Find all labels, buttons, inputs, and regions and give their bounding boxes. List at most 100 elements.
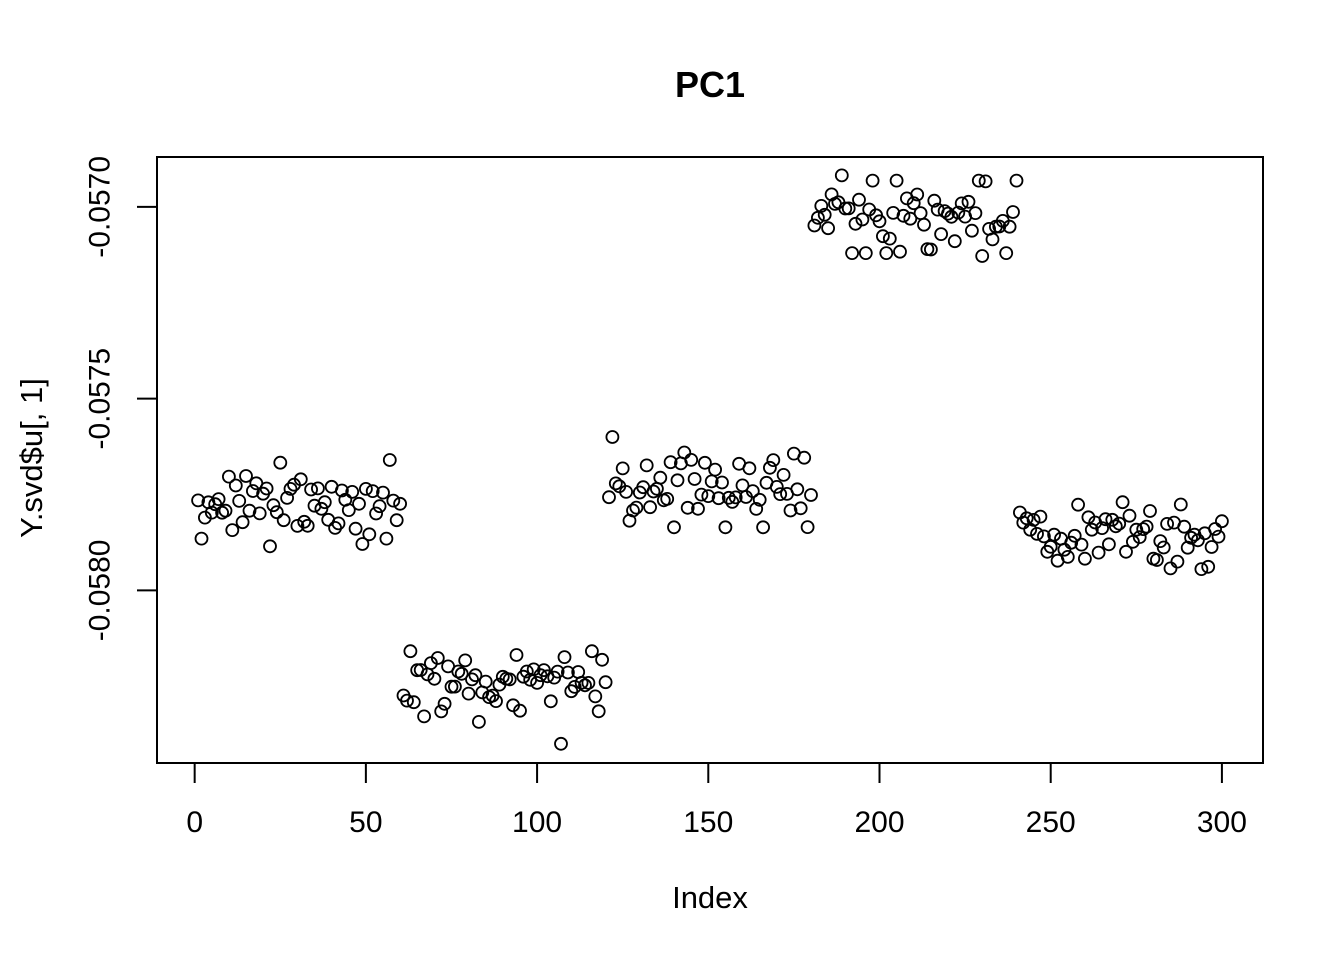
data-point xyxy=(797,450,812,465)
data-point xyxy=(1112,516,1127,531)
data-point xyxy=(848,216,863,231)
data-point xyxy=(694,487,709,502)
data-point xyxy=(882,231,897,246)
data-point xyxy=(999,246,1014,261)
data-point xyxy=(715,475,729,490)
data-point xyxy=(591,704,606,719)
data-point xyxy=(564,684,579,699)
data-point xyxy=(924,242,938,257)
data-point xyxy=(965,223,979,238)
data-point xyxy=(1057,542,1072,557)
data-point xyxy=(749,501,764,516)
data-point xyxy=(1191,533,1205,548)
data-point xyxy=(721,490,736,505)
data-point xyxy=(677,445,692,460)
data-point xyxy=(742,461,757,476)
data-point xyxy=(218,503,233,518)
data-point xyxy=(417,709,432,724)
data-point xyxy=(406,695,421,710)
data-point xyxy=(1126,534,1140,549)
data-point xyxy=(489,694,503,708)
data-point xyxy=(245,484,260,498)
data-point xyxy=(1043,539,1058,554)
data-point xyxy=(629,500,644,515)
data-point xyxy=(242,503,257,518)
data-point xyxy=(605,430,620,444)
x-axis-label: Index xyxy=(672,880,748,915)
data-point xyxy=(660,491,675,506)
data-point xyxy=(985,232,1000,247)
data-point xyxy=(259,481,274,496)
data-point xyxy=(331,516,346,531)
data-point xyxy=(1211,529,1226,544)
data-point xyxy=(698,455,712,470)
data-point xyxy=(454,666,469,681)
data-point xyxy=(221,469,236,484)
data-point xyxy=(204,505,219,520)
y-axis: -0.0570 -0.0575 -0.0580 xyxy=(84,156,157,641)
data-point xyxy=(530,676,544,690)
data-point xyxy=(1023,522,1038,537)
data-point xyxy=(427,671,442,686)
data-point xyxy=(300,518,315,533)
data-point xyxy=(211,492,226,507)
data-point xyxy=(917,217,931,232)
data-point xyxy=(910,187,925,202)
data-point xyxy=(413,663,428,677)
data-point xyxy=(519,664,534,679)
data-point xyxy=(643,500,657,515)
data-point xyxy=(944,209,959,224)
data-point xyxy=(1009,173,1024,188)
data-point xyxy=(362,527,377,542)
data-point xyxy=(800,520,815,534)
data-point xyxy=(478,674,493,689)
x-tick-label: 0 xyxy=(186,806,203,839)
data-point xyxy=(1170,554,1185,569)
data-point xyxy=(1153,534,1168,548)
data-point xyxy=(807,218,822,233)
data-point xyxy=(841,201,856,216)
chart-title: PC1 xyxy=(675,64,745,105)
data-point xyxy=(543,694,558,709)
data-point xyxy=(1204,540,1219,554)
data-point xyxy=(763,460,777,475)
data-point xyxy=(934,227,948,242)
data-point xyxy=(793,501,808,516)
data-point xyxy=(1139,519,1154,534)
data-point xyxy=(578,678,592,693)
data-point xyxy=(389,513,404,528)
data-point xyxy=(1102,537,1116,552)
data-point xyxy=(588,689,603,704)
data-point xyxy=(502,672,517,687)
data-point xyxy=(1091,545,1106,560)
data-point xyxy=(550,664,565,679)
data-point xyxy=(1037,529,1051,544)
data-point xyxy=(817,207,832,222)
data-point xyxy=(766,453,781,468)
data-point xyxy=(585,644,599,659)
data-point xyxy=(225,523,240,537)
data-point xyxy=(352,496,366,511)
data-point xyxy=(595,652,609,667)
data-point xyxy=(1030,527,1044,541)
data-point xyxy=(1071,497,1085,512)
data-point xyxy=(1215,514,1229,529)
data-point xyxy=(653,470,668,485)
data-point xyxy=(811,210,825,225)
data-point xyxy=(711,491,726,506)
data-point xyxy=(804,488,818,502)
data-point xyxy=(927,193,942,208)
data-point xyxy=(280,490,295,505)
data-point xyxy=(1074,537,1089,552)
data-point xyxy=(567,680,582,694)
data-point xyxy=(252,506,267,521)
data-point xyxy=(602,490,616,505)
data-point xyxy=(1016,515,1031,530)
x-tick-label: 50 xyxy=(349,806,382,839)
data-points xyxy=(191,168,1229,751)
data-point xyxy=(865,173,880,188)
data-point xyxy=(752,492,767,507)
data-point xyxy=(304,482,319,497)
